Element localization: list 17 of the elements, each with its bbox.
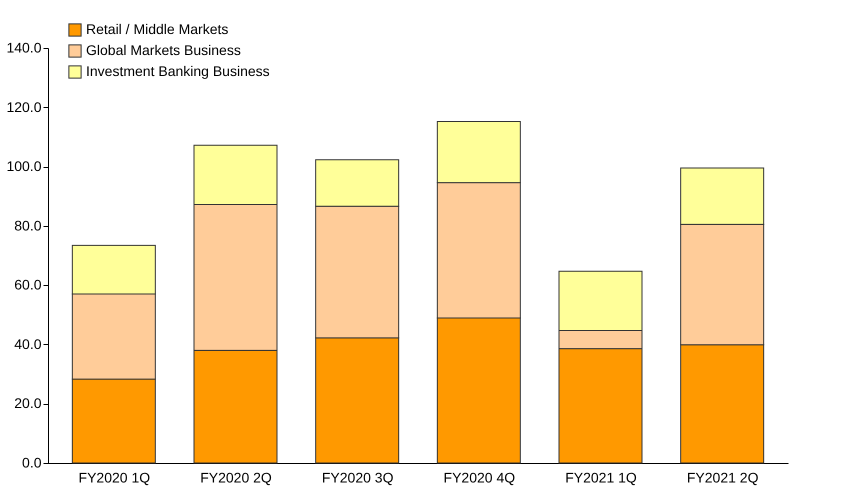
x-tick-label: FY2020 1Q [78, 470, 150, 486]
legend-label: Investment Banking Business [86, 63, 270, 79]
x-tick-label: FY2020 3Q [322, 470, 394, 486]
x-tick-label: FY2021 1Q [565, 470, 637, 486]
legend-label: Retail / Middle Markets [86, 21, 228, 37]
x-tick-label: FY2020 2Q [200, 470, 272, 486]
y-tick-label: 100.0 [6, 158, 42, 174]
x-tick-label: FY2021 2Q [686, 470, 759, 486]
y-tick-label: 80.0 [14, 217, 42, 234]
y-tick-label: 120.0 [6, 98, 42, 115]
y-tick-label: 40.0 [14, 336, 42, 352]
legend-label: Global Markets Business [86, 42, 241, 58]
y-tick-label: 140.0 [6, 40, 42, 56]
x-tick-label: FY2020 4Q [444, 470, 516, 486]
y-tick-label: 60.0 [14, 276, 42, 293]
y-tick-label: 20.0 [14, 395, 42, 412]
y-tick-label: 0.0 [22, 454, 42, 470]
